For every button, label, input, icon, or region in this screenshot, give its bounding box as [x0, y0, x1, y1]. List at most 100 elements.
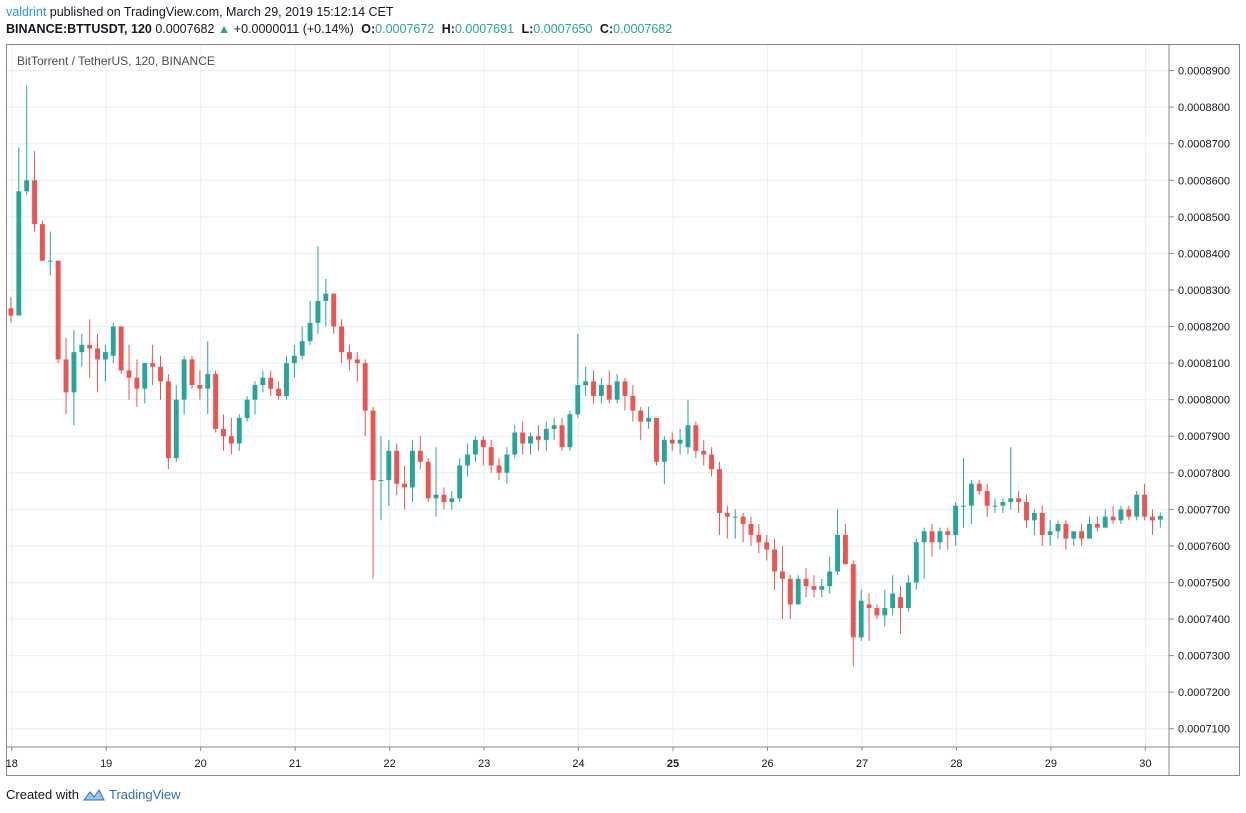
y-tick-label: 0.0007800 [1178, 468, 1230, 480]
candle-body [740, 516, 746, 524]
candle-body [764, 542, 770, 550]
candle-body [622, 381, 628, 396]
candle-body [827, 571, 833, 587]
candle-body [276, 388, 282, 396]
candle-body [835, 534, 841, 572]
candle-body [134, 377, 140, 389]
candle-body [811, 586, 817, 590]
candle-body [32, 180, 37, 225]
symbol-label: BINANCE:BTTUSDT, 120 [6, 22, 152, 36]
candle-body [362, 363, 368, 411]
y-tick-label: 0.0007300 [1178, 651, 1230, 663]
candle-body [496, 465, 502, 473]
x-tick-label: 22 [383, 758, 395, 770]
candle-body [606, 385, 612, 400]
candle-body [1016, 498, 1022, 503]
y-tick-label: 0.0007200 [1178, 687, 1230, 699]
candle-body [449, 498, 455, 503]
high-value: 0.0007691 [454, 22, 515, 36]
candle-body [732, 516, 738, 518]
x-tick-label: 27 [856, 758, 868, 770]
y-tick-label: 0.0007700 [1178, 504, 1230, 516]
candle-body [228, 436, 234, 444]
candle-body [984, 491, 990, 506]
candle-body [780, 571, 785, 579]
candle-body [787, 578, 793, 605]
x-tick-label: 26 [761, 758, 773, 770]
candle-body [299, 341, 305, 356]
x-tick-label: 23 [478, 758, 490, 770]
candle-body [850, 564, 856, 638]
candle-body [535, 436, 541, 440]
candle-body [528, 436, 533, 444]
x-tick-label: 18 [6, 758, 18, 770]
candle-body [1047, 531, 1053, 535]
candle-body [1008, 498, 1014, 503]
author-link[interactable]: valdrint [6, 5, 47, 19]
candle-body [402, 483, 408, 488]
candle-body [512, 432, 518, 455]
candle-body [425, 461, 431, 499]
candle-body [142, 363, 148, 389]
y-tick-label: 0.0008300 [1178, 285, 1230, 297]
x-tick-label: 20 [195, 758, 207, 770]
y-tick-label: 0.0007500 [1178, 577, 1230, 589]
publish-info: valdrint published on TradingView.com, M… [6, 5, 394, 19]
candle-body [110, 326, 116, 356]
low-value: 0.0007650 [533, 22, 593, 36]
up-arrow-icon: ▲ [217, 22, 231, 36]
x-tick-label: 21 [289, 758, 301, 770]
close-label: C: [599, 22, 614, 36]
candle-body [158, 366, 163, 382]
candle-body [842, 534, 848, 565]
y-tick-label: 0.0008400 [1178, 248, 1230, 260]
candle-body [1118, 509, 1124, 521]
last-price: 0.0007682 [155, 22, 215, 36]
tradingview-logo-icon[interactable] [82, 788, 105, 802]
candle-body [417, 450, 423, 462]
candle-body [472, 439, 478, 455]
candle-body [724, 513, 730, 517]
candle-body [992, 505, 998, 507]
candle-body [913, 542, 919, 583]
candle-body [866, 604, 872, 609]
candle-body [772, 549, 778, 572]
candle-body [24, 180, 30, 192]
candle-body [173, 399, 179, 459]
candle-body [1134, 494, 1140, 517]
candle-body [677, 439, 683, 444]
candle-body [126, 370, 132, 378]
candle-body [268, 377, 274, 389]
created-with-label: Created with [6, 787, 79, 802]
candle-body [339, 326, 345, 353]
candle-body [197, 385, 203, 389]
candle-body [1150, 516, 1155, 521]
candle-body [1031, 513, 1037, 521]
quote-line: BINANCE:BTTUSDT, 120 0.0007682 ▲ +0.0000… [6, 22, 672, 36]
candle-body [1142, 494, 1148, 517]
grid-layer [7, 45, 1169, 747]
candle-body [457, 465, 463, 499]
candle-body [567, 414, 573, 448]
candle-body [1079, 531, 1085, 539]
candle-body [1055, 523, 1061, 532]
chart-title: BitTorrent / TetherUS, 120, BINANCE [15, 54, 217, 68]
candle-body [1102, 516, 1108, 528]
candle-body [39, 224, 45, 261]
candle-body [205, 374, 211, 389]
candle-body [315, 300, 321, 323]
candle-body [701, 450, 707, 455]
candle-body [661, 439, 667, 462]
candle-body [583, 381, 589, 386]
candle-body [1071, 531, 1077, 539]
candle-layer [8, 85, 1163, 667]
candle-body [1110, 516, 1116, 521]
candle-body [260, 377, 266, 386]
candle-body [968, 483, 974, 506]
tradingview-link[interactable]: TradingView [108, 787, 181, 802]
candle-body [291, 355, 297, 364]
candle-body [16, 191, 22, 316]
y-tick-label: 0.0008500 [1178, 212, 1230, 224]
candle-body [386, 450, 392, 481]
